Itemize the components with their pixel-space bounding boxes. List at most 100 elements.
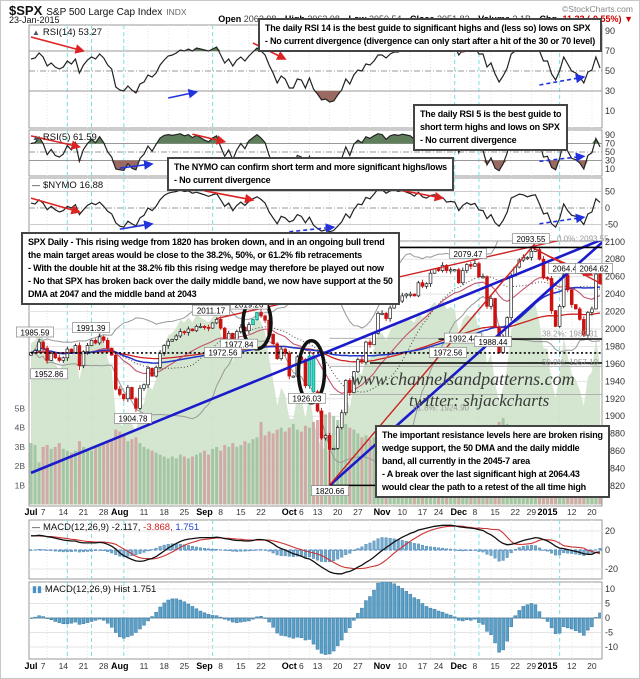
line-chart-icon: — (32, 523, 40, 532)
svg-text:30: 30 (605, 86, 615, 96)
svg-text:1980: 1980 (605, 341, 625, 351)
note-line: The daily RSI 14 is the best guide to si… (264, 23, 591, 33)
svg-text:20: 20 (333, 661, 343, 671)
svg-text:18: 18 (159, 507, 169, 517)
svg-text:20: 20 (587, 507, 597, 517)
svg-text:Aug: Aug (111, 507, 129, 517)
svg-text:6: 6 (299, 507, 304, 517)
svg-text:1840: 1840 (605, 464, 625, 474)
note-line: - No current divergence (174, 175, 271, 185)
macd-value-signal: -3.868, (143, 522, 173, 533)
macd-value-hist: 1.751 (175, 522, 200, 533)
svg-text:1977.84: 1977.84 (225, 340, 254, 349)
macd-hist-plot (30, 582, 601, 655)
svg-text:1988.44: 1988.44 (479, 338, 508, 347)
svg-text:11: 11 (140, 661, 149, 671)
nymo-label: $NYMO (43, 180, 77, 191)
svg-text:10: 10 (398, 661, 408, 671)
svg-text:28: 28 (99, 507, 109, 517)
note-line: - With the double hit at the 38.2% fib t… (28, 263, 384, 273)
svg-text:-20: -20 (605, 564, 618, 574)
svg-text:1900: 1900 (605, 411, 625, 421)
svg-text:20: 20 (587, 661, 597, 671)
svg-text:12: 12 (567, 507, 577, 517)
svg-text:2B: 2B (15, 461, 26, 471)
svg-text:8: 8 (218, 507, 223, 517)
symbol-name: S&P 500 Large Cap Index (46, 7, 163, 18)
watermark-twitter: twitter: shjackcharts (409, 391, 550, 410)
svg-text:61.8%: 1924.90: 61.8%: 1924.90 (413, 403, 470, 412)
area-chart-icon: ▲ (32, 28, 40, 37)
svg-text:2080: 2080 (605, 254, 625, 264)
svg-text:22: 22 (256, 661, 266, 671)
svg-text:2060: 2060 (605, 272, 625, 282)
svg-text:Jul: Jul (25, 661, 38, 671)
note-line: SPX Daily - This rising wedge from 1820 … (28, 237, 385, 247)
note-line: - No current divergence (divergence can … (264, 36, 595, 46)
svg-text:24: 24 (434, 661, 444, 671)
svg-text:1820: 1820 (605, 481, 625, 491)
nymo-value: 16.88 (79, 180, 104, 191)
chart-date: 23-Jan-2015 (9, 15, 60, 25)
svg-text:20: 20 (333, 507, 343, 517)
x-axis: Jul 7 14 21 28 Aug 11 18 25 Sep 8 15 22 Oct 6 13 20 27 Nov… (25, 661, 597, 671)
svg-text:10: 10 (398, 507, 408, 517)
svg-text:8: 8 (218, 661, 223, 671)
svg-text:1860: 1860 (605, 446, 625, 456)
svg-text:0: 0 (605, 613, 610, 623)
svg-text:2093.55: 2093.55 (517, 235, 546, 244)
svg-text:-5: -5 (605, 628, 613, 638)
rsi14-value: 53.27 (78, 27, 103, 38)
rsi14-legend: ▲ RSI(14) 53.27 (32, 27, 102, 38)
svg-text:2100: 2100 (605, 237, 625, 247)
note-line: band, all currently in the 2045-7 area (382, 456, 530, 466)
svg-text:30: 30 (605, 156, 615, 166)
symbol: $SPX (9, 3, 43, 18)
svg-text:Nov: Nov (374, 507, 391, 517)
nymo-annotation: The NYMO can confirm short term and more… (167, 157, 454, 191)
svg-text:0: 0 (605, 203, 610, 213)
svg-text:7: 7 (41, 507, 46, 517)
note-line: The daily RSI 5 is the best guide to (420, 109, 562, 119)
resistance-annotation: The important resistance levels here are… (375, 425, 610, 498)
svg-text:10: 10 (605, 584, 615, 594)
svg-text:2079.47: 2079.47 (454, 250, 483, 259)
svg-text:1972.56: 1972.56 (434, 349, 463, 358)
svg-text:12: 12 (567, 661, 577, 671)
svg-text:-10: -10 (605, 642, 618, 652)
rsi5-value: 61.59 (73, 132, 97, 143)
svg-text:25: 25 (180, 661, 190, 671)
svg-text:27: 27 (353, 507, 363, 517)
svg-text:13: 13 (313, 507, 323, 517)
svg-text:22: 22 (511, 507, 521, 517)
svg-text:Sep: Sep (196, 507, 213, 517)
svg-text:5: 5 (605, 599, 610, 609)
svg-text:13: 13 (313, 661, 323, 671)
svg-text:90: 90 (605, 130, 615, 140)
svg-text:Aug: Aug (111, 661, 129, 671)
area-chart-icon: ▲ (32, 133, 40, 142)
svg-text:24: 24 (434, 507, 444, 517)
dropdown-arrow-icon[interactable]: ▼ (624, 14, 633, 24)
svg-text:28: 28 (99, 661, 109, 671)
note-line: wedge support, the 50 DMA and the daily … (382, 443, 580, 453)
note-line: - No current divergence (420, 135, 517, 145)
svg-text:15: 15 (236, 661, 246, 671)
svg-text:5B: 5B (15, 404, 26, 414)
spx-daily-annotation: SPX Daily - This rising wedge from 1820 … (21, 232, 400, 305)
svg-text:21: 21 (79, 507, 89, 517)
svg-text:2015: 2015 (538, 661, 558, 671)
svg-text:50: 50 (605, 66, 615, 76)
svg-text:2064.43: 2064.43 (553, 265, 582, 274)
svg-text:1952.86: 1952.86 (35, 370, 64, 379)
macd-label: MACD(12,26,9) (43, 522, 109, 533)
svg-text:6: 6 (299, 661, 304, 671)
svg-text:3B: 3B (15, 442, 26, 452)
svg-text:17: 17 (418, 507, 428, 517)
svg-text:21: 21 (79, 661, 89, 671)
note-line: - No that SPX has broken back over the d… (28, 276, 393, 286)
source-credit: ©StockCharts.com (562, 4, 633, 14)
chart-title: $SPX S&P 500 Large Cap Index INDX (9, 3, 187, 18)
note-line: The NYMO can confirm short term and more… (174, 162, 447, 172)
svg-text:2064.62: 2064.62 (580, 265, 609, 274)
